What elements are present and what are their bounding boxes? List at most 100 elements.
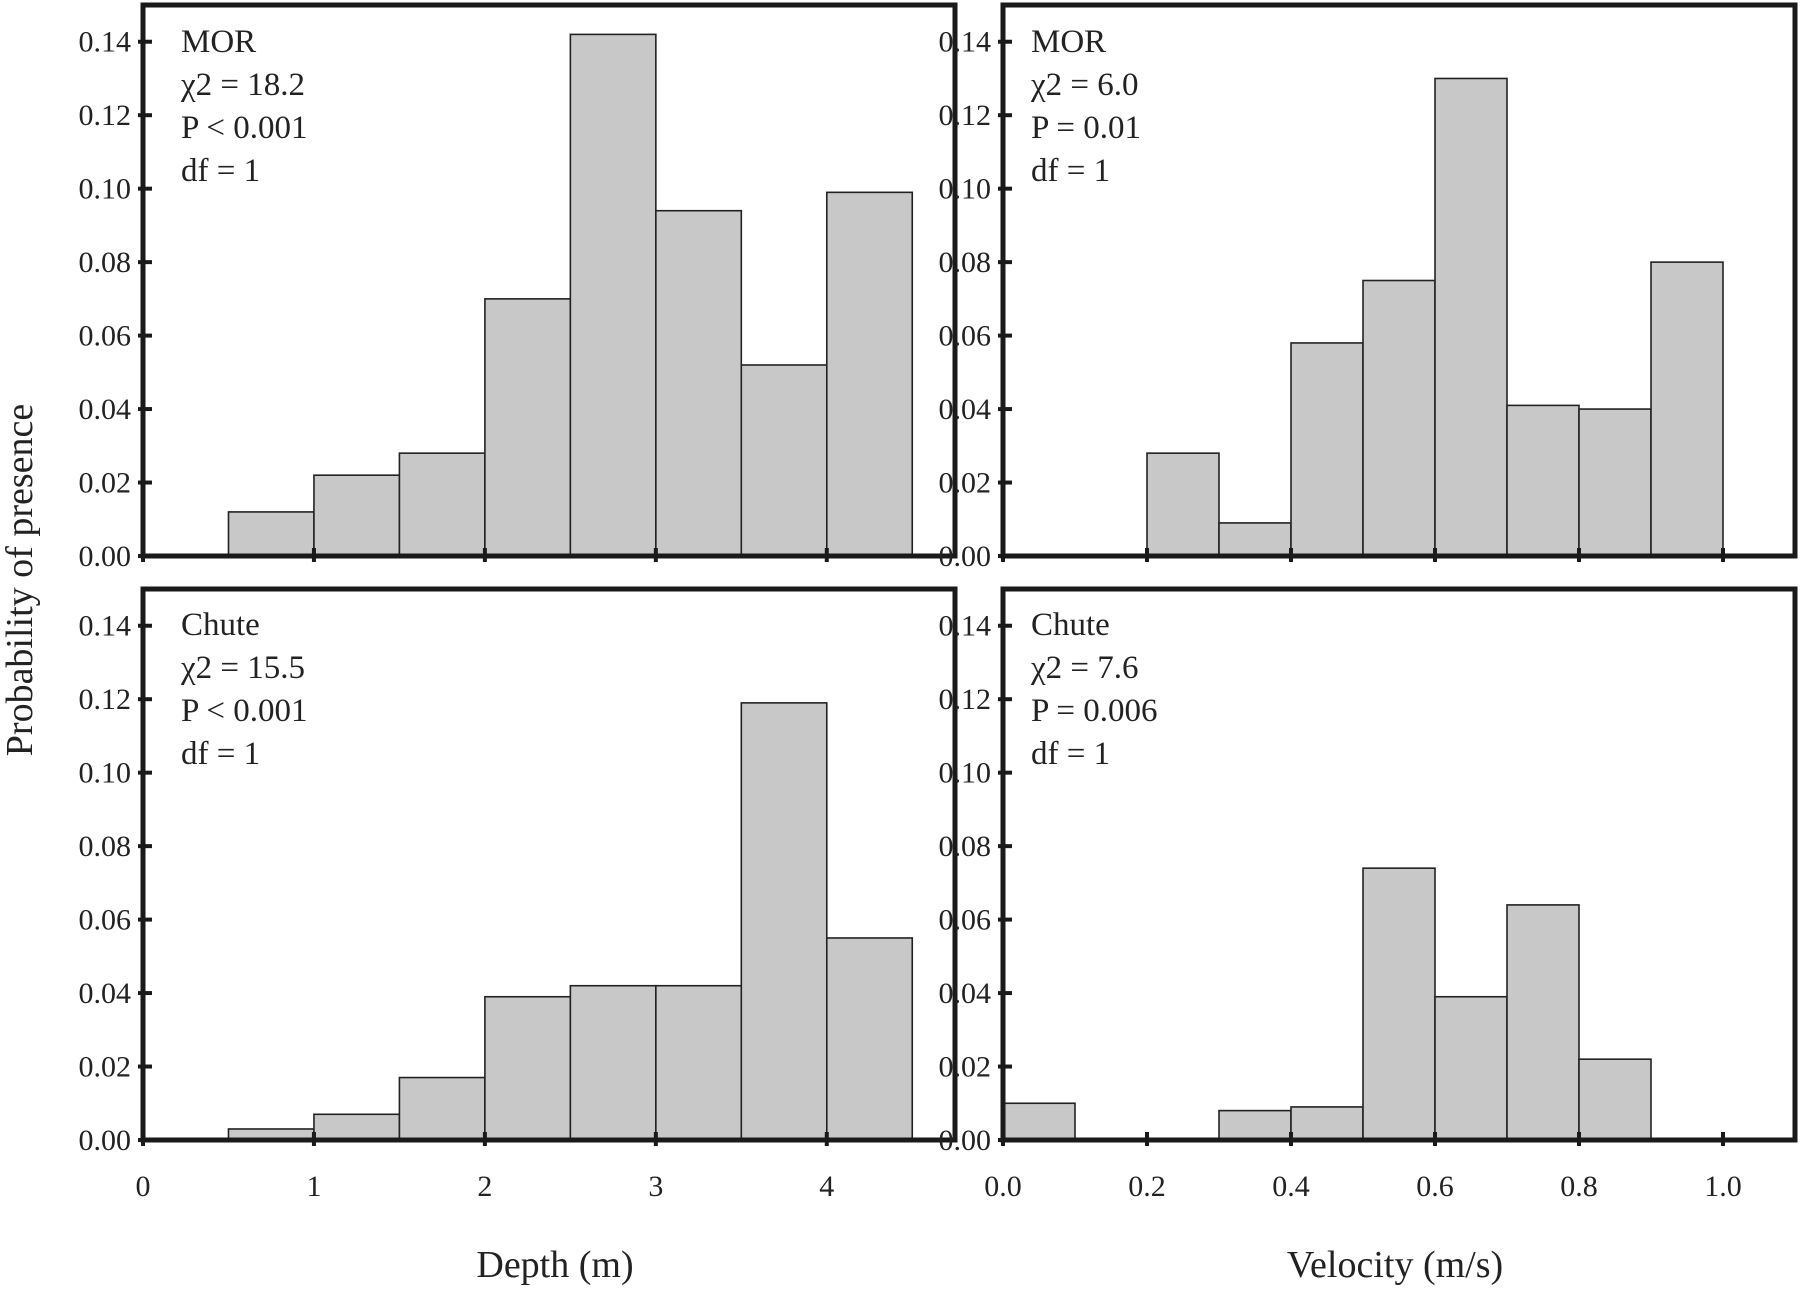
x-axis-title-velocity: Velocity (m/s) <box>1287 1244 1503 1286</box>
y-tick-label: 0.06 <box>79 904 132 937</box>
histogram-bar <box>1290 342 1364 557</box>
y-tick-label: 0.12 <box>79 99 132 132</box>
histogram-bar <box>825 937 914 1141</box>
histogram-bar <box>740 702 828 1141</box>
x-axis-title-depth: Depth (m) <box>476 1244 633 1286</box>
annotation-line: df = 1 <box>1031 153 1110 189</box>
histogram-bar <box>1362 867 1436 1141</box>
y-tick-label: 0.10 <box>79 757 132 790</box>
x-tick-label: 4 <box>819 1170 834 1203</box>
histogram-bar <box>484 995 572 1141</box>
histogram-bar <box>227 511 315 557</box>
histogram-bar <box>1290 1106 1364 1141</box>
histogram-bar <box>1434 995 1508 1141</box>
y-axis-title: Probability of presence <box>0 404 41 756</box>
y-tick-label: 0.14 <box>79 610 132 643</box>
annotation-line: χ2 = 7.6 <box>1030 650 1139 686</box>
histogram-bar <box>569 984 657 1141</box>
x-tick-label: 0.8 <box>1560 1170 1598 1203</box>
chart-panel-top-left: 0.00 0.02 0.04 0.06 0.08 0.10 0.12 0.14 MOR χ2 = … <box>79 2 958 573</box>
x-tick-label: 0.6 <box>1416 1170 1454 1203</box>
histogram-bar <box>1578 1058 1652 1141</box>
y-tick-label: 0.00 <box>79 540 132 573</box>
y-tick-label: 0.00 <box>79 1124 132 1157</box>
histogram-bar <box>825 191 914 557</box>
annotation-line: P < 0.001 <box>181 693 308 729</box>
histogram-bar <box>484 298 572 557</box>
y-tick-label: 0.14 <box>939 26 992 59</box>
histogram-bar <box>398 1076 486 1141</box>
y-tick-label: 0.12 <box>79 683 132 716</box>
y-tick-label: 0.10 <box>79 173 132 206</box>
annotation-line: χ2 = 18.2 <box>180 67 305 103</box>
histogram-bar <box>398 452 486 557</box>
y-tick-label: 0.02 <box>79 1051 132 1084</box>
plot-frame <box>140 586 958 1143</box>
y-tick-label: 0.12 <box>939 683 992 716</box>
histogram-bar <box>569 33 657 557</box>
y-tick-label: 0.10 <box>939 173 992 206</box>
y-tick-label: 0.10 <box>939 757 992 790</box>
y-tick-label: 0.08 <box>939 830 992 863</box>
annotation-line: P = 0.006 <box>1031 693 1158 729</box>
x-tick-label: 0.0 <box>984 1170 1022 1203</box>
plot-frame <box>1000 586 1798 1143</box>
annotation-line: χ2 = 6.0 <box>1030 67 1139 103</box>
y-tick-label: 0.02 <box>79 467 132 500</box>
histogram-bar <box>1506 904 1580 1141</box>
y-tick-label: 0.04 <box>939 977 992 1010</box>
annotation-line: Chute <box>181 607 260 643</box>
histogram-bar <box>1002 1102 1076 1141</box>
y-tick-label: 0.06 <box>79 320 132 353</box>
y-tick-label: 0.14 <box>939 610 992 643</box>
annotation-line: df = 1 <box>1031 736 1110 772</box>
y-tick-label: 0.00 <box>939 1124 992 1157</box>
y-tick-label: 0.14 <box>79 26 132 59</box>
annotation-line: χ2 = 15.5 <box>180 650 305 686</box>
y-tick-label: 0.08 <box>939 246 992 279</box>
histogram-bar <box>1218 522 1292 557</box>
x-tick-label: 1 <box>306 1170 321 1203</box>
y-tick-label: 0.06 <box>939 320 992 353</box>
histogram-bar <box>1434 77 1508 557</box>
histogram-bar <box>313 474 401 557</box>
histogram-bar <box>655 984 743 1141</box>
annotation-line: MOR <box>1031 24 1106 60</box>
histogram-bar <box>1362 279 1436 557</box>
y-tick-label: 0.08 <box>79 830 132 863</box>
y-tick-label: 0.12 <box>939 99 992 132</box>
annotation-line: Chute <box>1031 607 1110 643</box>
annotation-line: P = 0.01 <box>1031 110 1141 146</box>
y-tick-label: 0.04 <box>79 977 132 1010</box>
y-tick-label: 0.08 <box>79 246 132 279</box>
histogram-bar <box>1146 452 1220 557</box>
plot-frame <box>140 2 958 559</box>
annotation-line: MOR <box>181 24 256 60</box>
plot-frame <box>1000 2 1798 559</box>
annotation-line: df = 1 <box>181 153 260 189</box>
y-tick-label: 0.00 <box>939 540 992 573</box>
y-tick-label: 0.02 <box>939 467 992 500</box>
y-tick-label: 0.04 <box>79 393 132 426</box>
x-tick-label: 0 <box>136 1170 151 1203</box>
histogram-bar <box>655 209 743 557</box>
y-tick-label: 0.04 <box>939 393 992 426</box>
histogram-bar <box>1506 404 1580 557</box>
x-tick-label: 0.2 <box>1128 1170 1166 1203</box>
annotation-line: df = 1 <box>181 736 260 772</box>
x-tick-label: 2 <box>477 1170 492 1203</box>
annotation-line: P < 0.001 <box>181 110 308 146</box>
histogram-bar <box>313 1113 401 1141</box>
x-tick-label: 3 <box>648 1170 663 1203</box>
x-tick-label: 0.4 <box>1272 1170 1310 1203</box>
histogram-bar <box>1650 261 1724 557</box>
x-tick-label: 1.0 <box>1704 1170 1742 1203</box>
histogram-bar <box>1578 408 1652 557</box>
chart-panel-top-right: 0.00 0.02 0.04 0.06 0.08 0.10 0.12 0.14 MOR χ2 = … <box>939 2 1798 573</box>
histogram-bar <box>1218 1109 1292 1141</box>
y-tick-label: 0.06 <box>939 904 992 937</box>
y-tick-label: 0.02 <box>939 1051 992 1084</box>
chart-panel-bottom-left: 0.00 0.02 0.04 0.06 0.08 0.10 0.12 0.14 0 1 2 3 4 Chu… <box>79 586 958 1203</box>
chart-panel-bottom-right: 0.00 0.02 0.04 0.06 0.08 0.10 0.12 0.14 0.0 0.2 0.… <box>939 586 1798 1203</box>
